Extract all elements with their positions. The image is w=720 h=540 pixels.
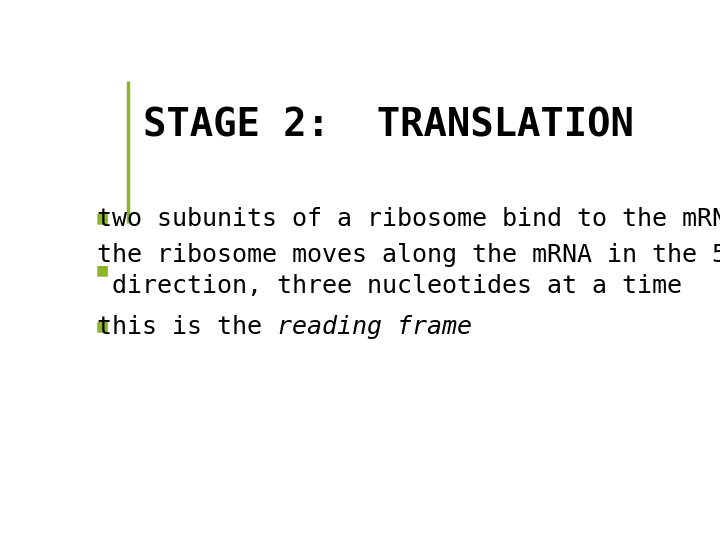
Text: ■: ■ <box>95 212 109 226</box>
Text: the ribosome moves along the mRNA in the 5’ to 3’
 direction, three nucleotides : the ribosome moves along the mRNA in the… <box>96 243 720 299</box>
Text: two subunits of a ribosome bind to the mRNA: two subunits of a ribosome bind to the m… <box>96 207 720 231</box>
Text: reading frame: reading frame <box>276 315 472 339</box>
Text: this is the: this is the <box>96 315 276 339</box>
Text: ■: ■ <box>95 264 109 278</box>
Text: STAGE 2:  TRANSLATION: STAGE 2: TRANSLATION <box>143 106 634 144</box>
Text: ■: ■ <box>95 320 109 334</box>
